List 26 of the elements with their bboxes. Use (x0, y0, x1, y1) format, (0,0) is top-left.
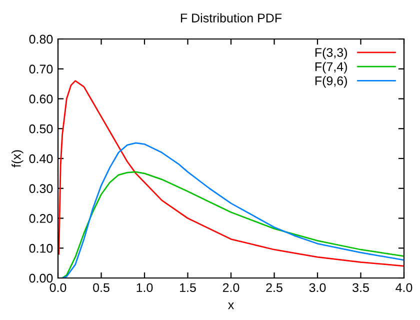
x-tick-label: 0.0 (50, 283, 66, 292)
x-tick-label: 4.0 (396, 283, 412, 292)
x-tick-label: 2.0 (222, 283, 240, 292)
y-tick-label: 0.20 (29, 214, 53, 223)
x-tick-label: 0.5 (93, 283, 110, 292)
y-tick-label: 0.60 (29, 94, 53, 104)
x-tick-label: 3.0 (309, 283, 326, 292)
x-tick-label: 1.0 (136, 283, 153, 292)
legend-label: F(3,3) (315, 48, 347, 60)
chart-title: F Distribution PDF (180, 13, 282, 22)
line-series (62, 142, 404, 278)
legend-label: F(9,6) (315, 76, 347, 88)
y-tick-label: 0.50 (29, 124, 53, 134)
x-tick-label: 3.5 (352, 283, 369, 292)
y-tick-label: 0.80 (29, 34, 53, 44)
x-axis-title: x (228, 302, 234, 310)
line-series (62, 171, 404, 278)
y-tick-label: 0.30 (29, 184, 53, 194)
y-tick-label: 0.40 (29, 154, 53, 164)
x-tick-label: 1.5 (180, 283, 196, 292)
x-tick-label: 2.5 (266, 283, 282, 292)
y-axis-title: f(x) (12, 150, 24, 168)
y-tick-label: 0.10 (29, 244, 53, 253)
y-tick-label: 0.00 (29, 274, 53, 283)
y-tick-label: 0.70 (29, 64, 53, 74)
legend-label: F(7,4) (315, 62, 347, 74)
